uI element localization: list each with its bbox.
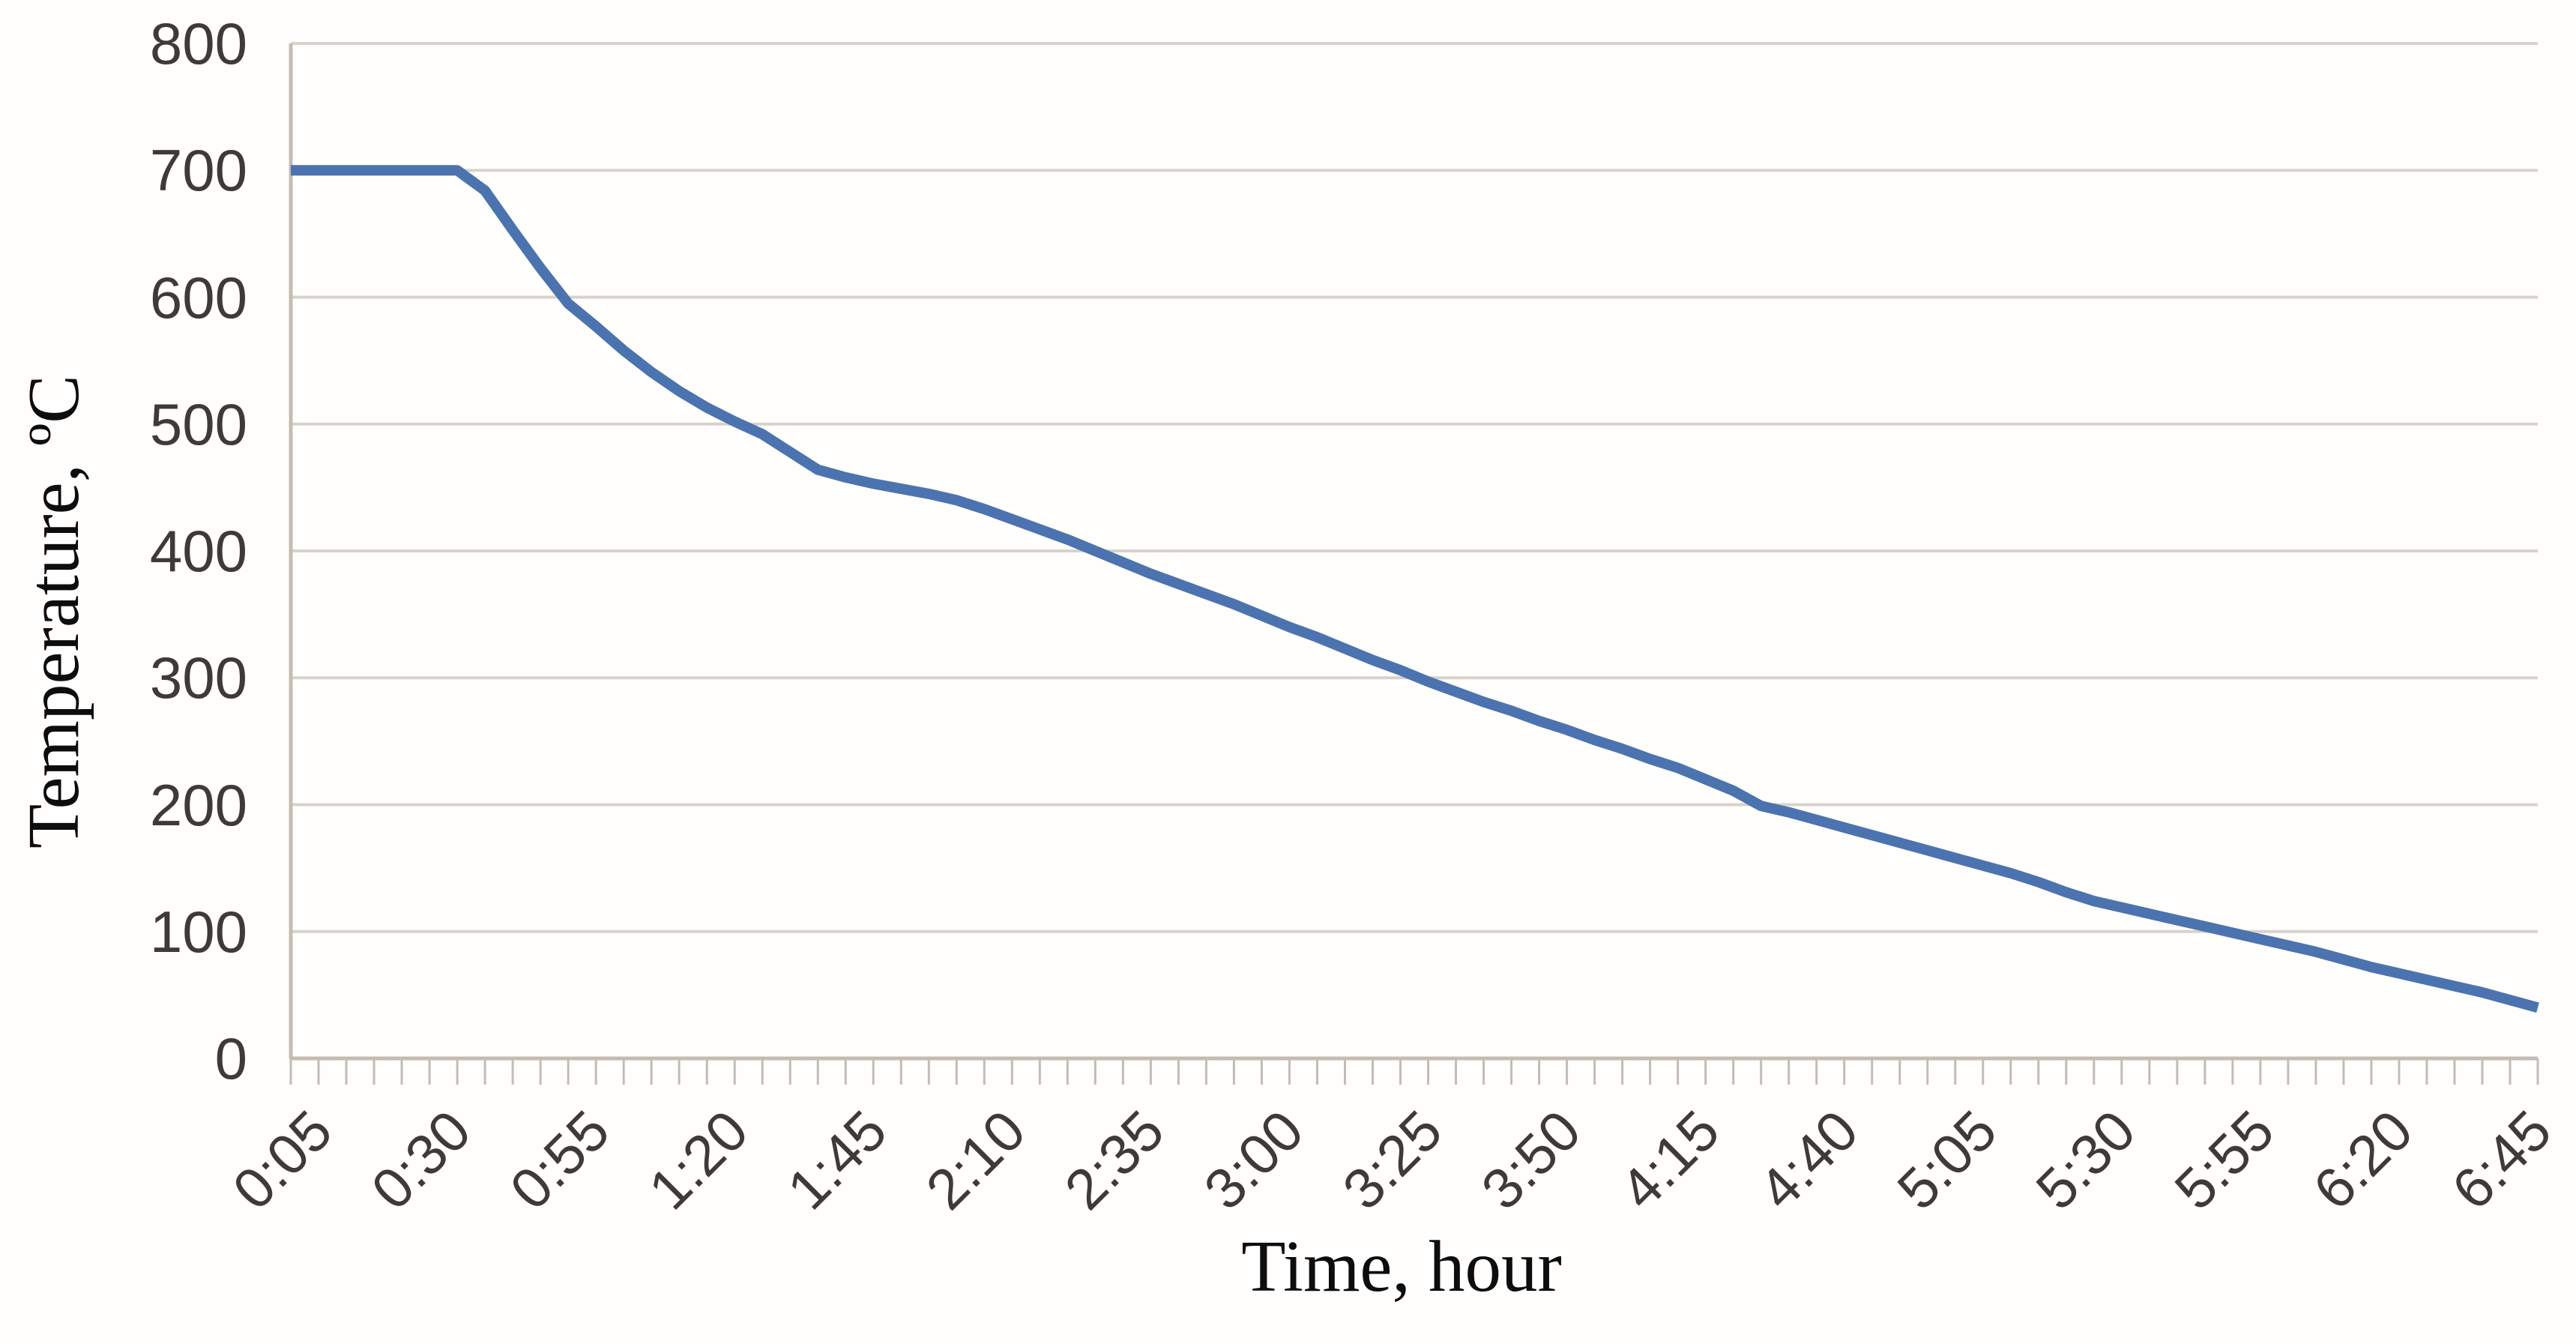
y-tick-label: 700 bbox=[149, 137, 247, 204]
y-tick-label: 800 bbox=[149, 10, 247, 76]
y-tick-label: 600 bbox=[149, 264, 247, 331]
x-axis-title: Time, hour bbox=[1241, 1226, 1562, 1307]
y-tick-label: 300 bbox=[149, 645, 247, 711]
y-tick-label: 100 bbox=[149, 898, 247, 965]
temperature-line bbox=[291, 165, 2539, 1013]
y-tick-label: 0 bbox=[214, 1025, 247, 1091]
y-tick-label: 500 bbox=[149, 391, 247, 457]
y-tick-label: 400 bbox=[149, 518, 247, 584]
y-tick-label: 200 bbox=[149, 771, 247, 838]
